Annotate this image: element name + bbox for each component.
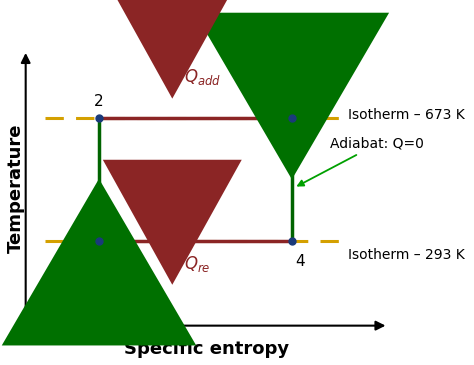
Text: Temperature: Temperature [7, 123, 25, 253]
Text: 4: 4 [296, 254, 305, 269]
Text: Isotherm – 293 K: Isotherm – 293 K [348, 248, 465, 262]
Text: $Q_{add}$: $Q_{add}$ [184, 67, 221, 87]
Text: 2: 2 [94, 94, 104, 109]
Text: 1: 1 [94, 254, 104, 269]
Text: Specific entropy: Specific entropy [125, 340, 290, 358]
Text: Adiabat: Q=0: Adiabat: Q=0 [298, 137, 424, 186]
Text: Isotherm – 673 K: Isotherm – 673 K [348, 108, 465, 122]
Text: 3: 3 [287, 94, 297, 109]
Text: $Q_{re}$: $Q_{re}$ [184, 254, 210, 274]
